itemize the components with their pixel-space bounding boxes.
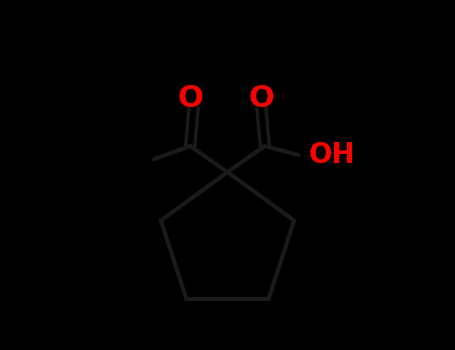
Text: OH: OH (309, 141, 356, 169)
Text: O: O (248, 84, 274, 113)
Text: O: O (177, 84, 203, 113)
